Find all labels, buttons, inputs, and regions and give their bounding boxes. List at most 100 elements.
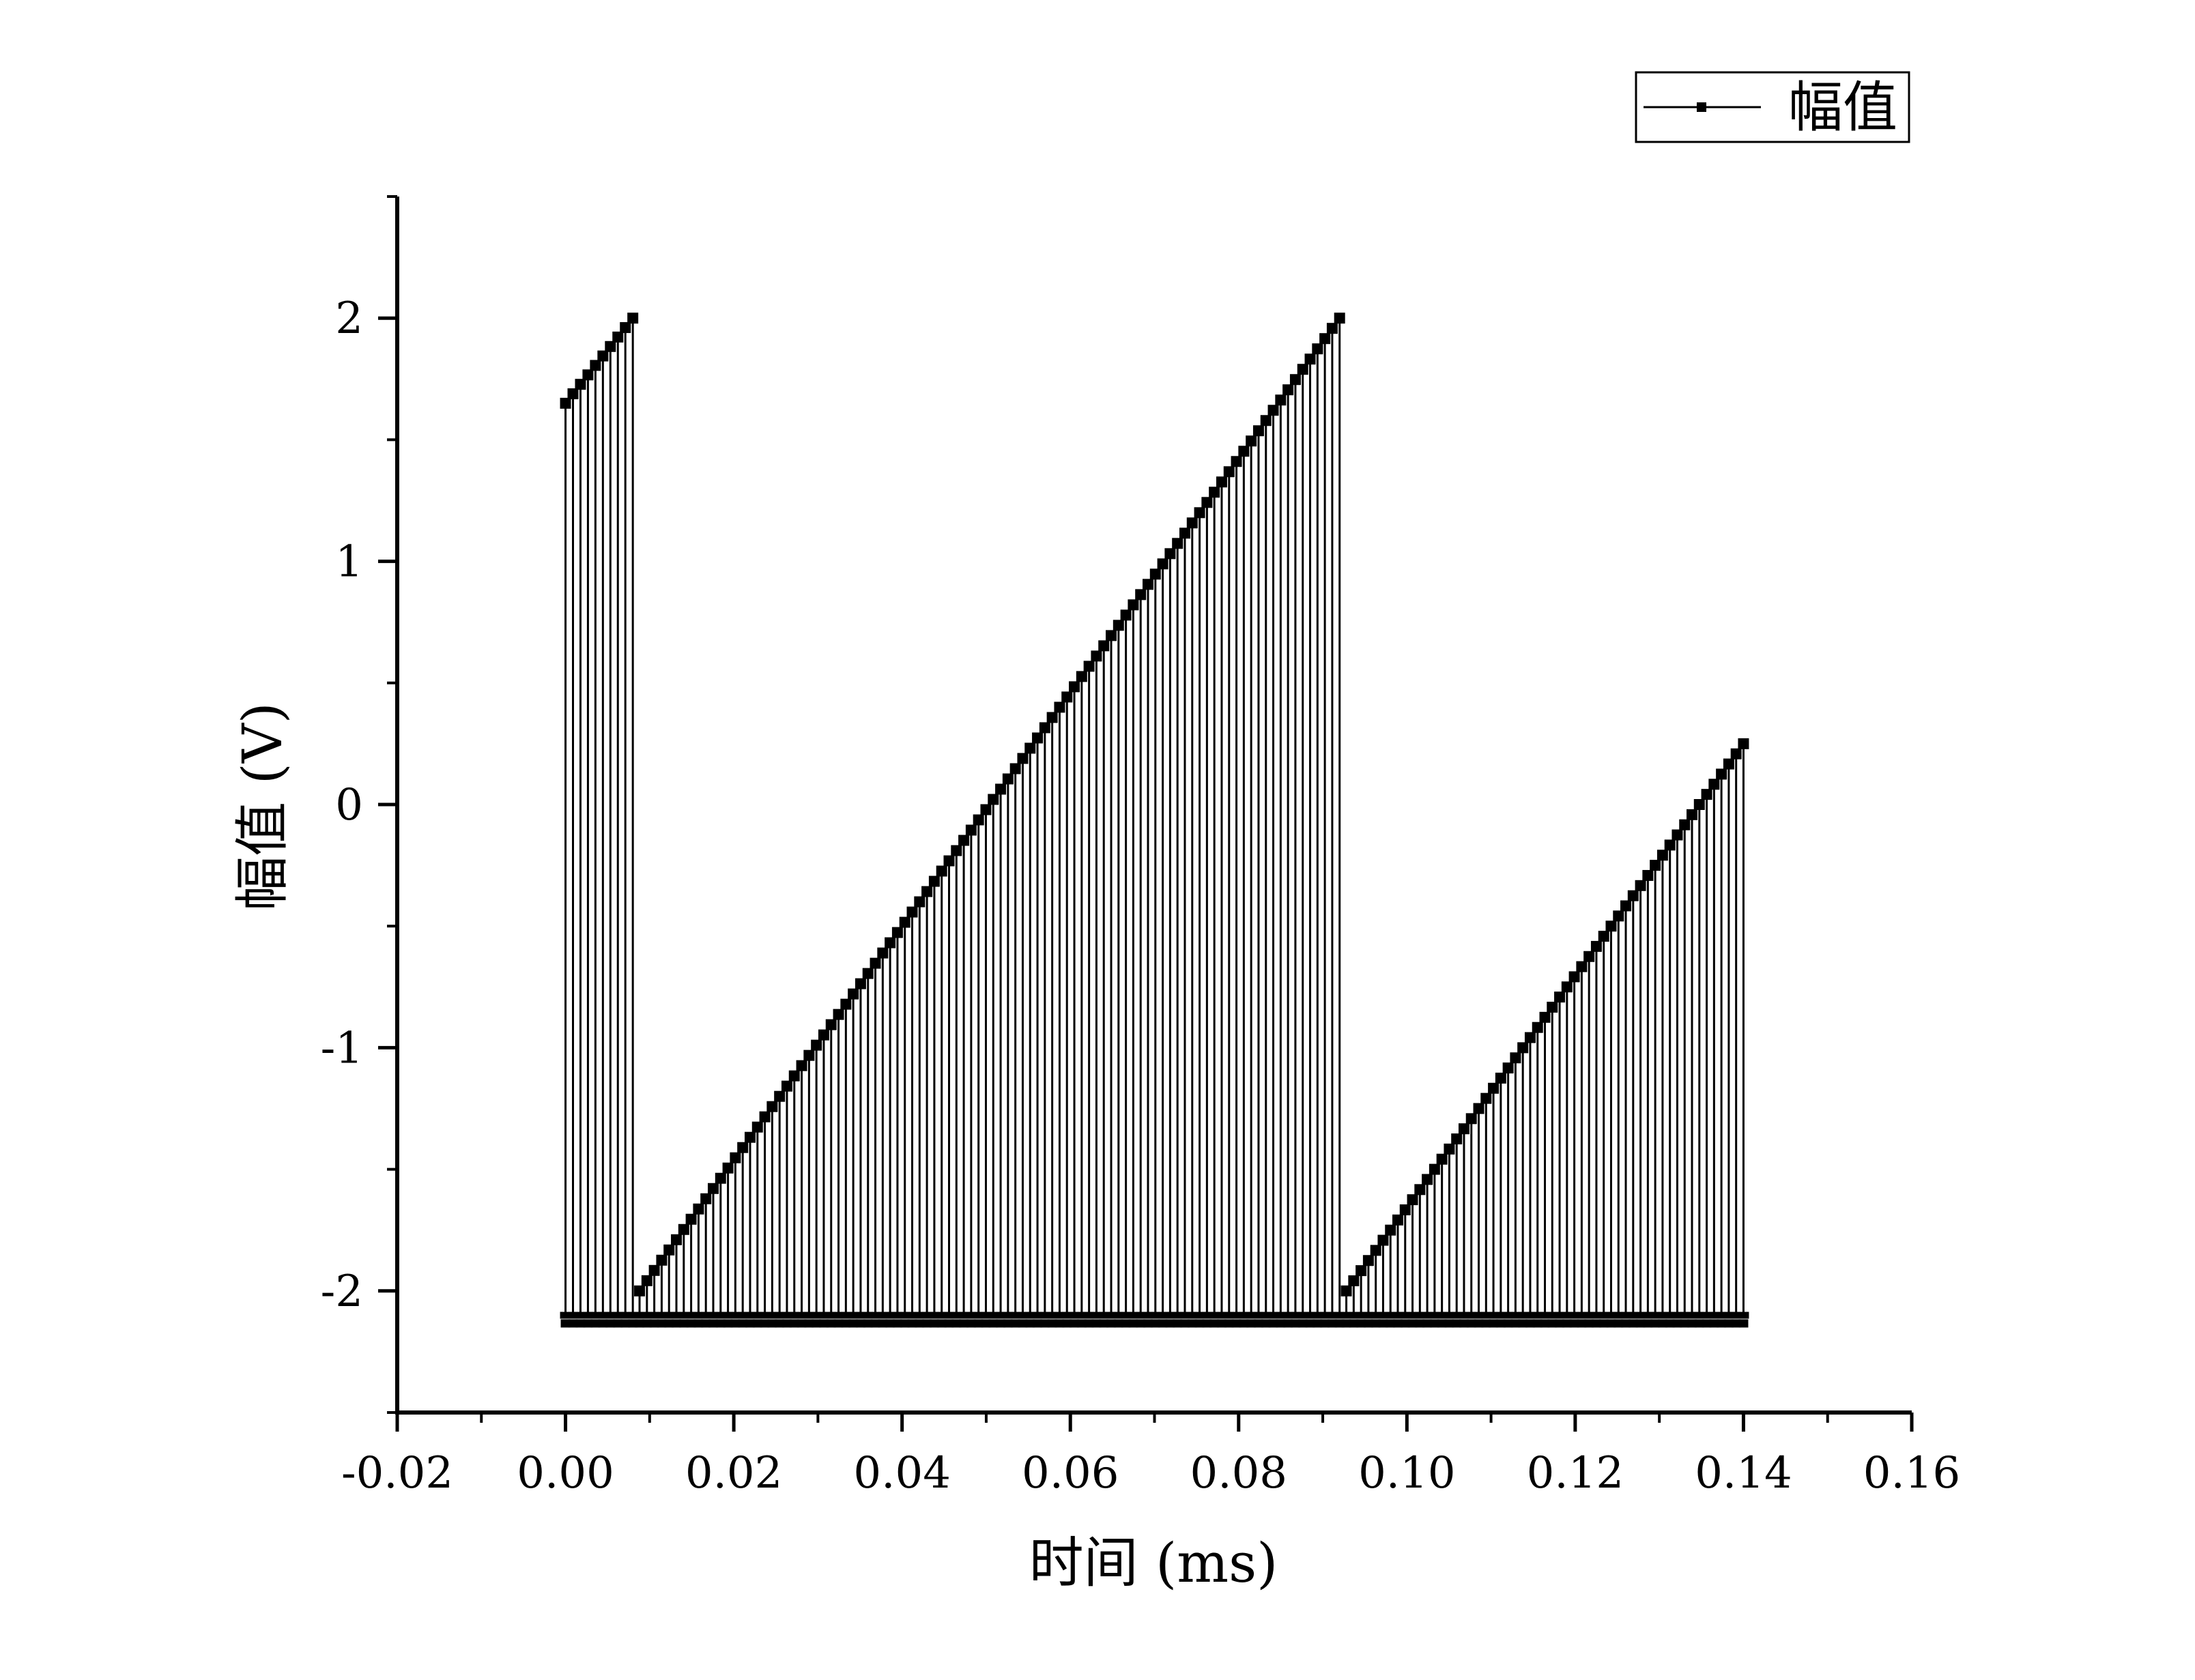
data-point-marker bbox=[1465, 1113, 1477, 1125]
x-tick-label: -0.02 bbox=[341, 1448, 453, 1498]
data-point-low-marker bbox=[1327, 1319, 1337, 1328]
data-point-marker bbox=[1414, 1184, 1426, 1196]
data-point-marker bbox=[612, 331, 624, 343]
data-point-low-marker bbox=[1371, 1319, 1381, 1328]
data-point-low-marker bbox=[1422, 1319, 1433, 1328]
data-point-low-marker bbox=[613, 1319, 623, 1328]
data-point-low-marker bbox=[672, 1319, 682, 1328]
data-point-marker bbox=[943, 855, 955, 867]
data-point-low-marker bbox=[892, 1319, 902, 1328]
plot-area bbox=[560, 313, 1749, 1328]
data-point-low-marker bbox=[767, 1319, 777, 1328]
data-point-marker bbox=[781, 1080, 792, 1092]
data-point-low-marker bbox=[870, 1319, 880, 1328]
data-point-marker bbox=[818, 1029, 829, 1041]
data-point-marker bbox=[951, 845, 962, 856]
data-point-low-marker bbox=[944, 1319, 954, 1328]
data-point-low-marker bbox=[1510, 1319, 1521, 1328]
data-point-low-marker bbox=[657, 1319, 667, 1328]
data-point-low-marker bbox=[686, 1319, 696, 1328]
x-tick-label: 0.08 bbox=[1190, 1448, 1288, 1498]
data-point-low-marker bbox=[730, 1319, 741, 1328]
data-point-low-marker bbox=[693, 1319, 704, 1328]
data-point-marker bbox=[906, 906, 918, 918]
data-point-marker bbox=[1209, 487, 1220, 498]
data-point-marker bbox=[870, 957, 881, 969]
y-tick-label: -1 bbox=[321, 1023, 363, 1073]
data-point-marker bbox=[1252, 425, 1264, 437]
data-point-marker bbox=[862, 968, 874, 979]
data-point-marker bbox=[1385, 1224, 1396, 1236]
x-tick-label: 0.00 bbox=[517, 1448, 614, 1498]
data-point-low-marker bbox=[996, 1319, 1006, 1328]
data-point-marker bbox=[1524, 1032, 1536, 1043]
data-point-marker bbox=[965, 824, 977, 836]
data-point-marker bbox=[1164, 548, 1176, 560]
data-point-marker bbox=[1024, 742, 1036, 754]
data-point-low-marker bbox=[1305, 1319, 1315, 1328]
data-point-low-marker bbox=[723, 1319, 733, 1328]
data-point-low-marker bbox=[1591, 1319, 1601, 1328]
data-point-low-marker bbox=[1400, 1319, 1410, 1328]
data-point-low-marker bbox=[708, 1319, 719, 1328]
data-point-marker bbox=[1267, 405, 1279, 416]
data-point-marker bbox=[656, 1254, 668, 1266]
x-tick-label: 0.14 bbox=[1695, 1448, 1792, 1498]
data-point-marker bbox=[1407, 1194, 1418, 1206]
data-point-marker bbox=[1539, 1011, 1551, 1023]
data-point-low-marker bbox=[959, 1319, 969, 1328]
data-point-low-marker bbox=[1635, 1319, 1646, 1328]
data-point-low-marker bbox=[1386, 1319, 1396, 1328]
y-tick-label: 0 bbox=[335, 780, 363, 830]
data-point-marker bbox=[1355, 1265, 1367, 1277]
data-point-low-marker bbox=[973, 1319, 984, 1328]
data-point-low-marker bbox=[1202, 1319, 1212, 1328]
data-point-low-marker bbox=[1452, 1319, 1462, 1328]
data-point-marker bbox=[1635, 880, 1646, 891]
data-point-marker bbox=[1687, 809, 1698, 820]
data-point-low-marker bbox=[1084, 1319, 1094, 1328]
data-point-low-marker bbox=[863, 1319, 873, 1328]
data-point-low-marker bbox=[1650, 1319, 1661, 1328]
data-point-low-marker bbox=[1209, 1319, 1220, 1328]
data-point-marker bbox=[1708, 779, 1720, 790]
data-point-marker bbox=[995, 783, 1007, 795]
data-point-low-marker bbox=[936, 1319, 947, 1328]
data-point-low-marker bbox=[878, 1319, 888, 1328]
data-point-low-marker bbox=[1039, 1319, 1050, 1328]
data-point-low-marker bbox=[752, 1319, 762, 1328]
data-point-low-marker bbox=[1694, 1319, 1704, 1328]
data-point-low-marker bbox=[841, 1319, 851, 1328]
data-point-marker bbox=[1605, 921, 1617, 932]
data-point-low-marker bbox=[1356, 1319, 1366, 1328]
data-point-low-marker bbox=[1194, 1319, 1205, 1328]
data-point-marker bbox=[1392, 1214, 1404, 1226]
data-point-low-marker bbox=[951, 1319, 962, 1328]
data-point-low-marker bbox=[1143, 1319, 1153, 1328]
x-tick-label: 0.16 bbox=[1863, 1448, 1961, 1498]
data-point-low-marker bbox=[1173, 1319, 1183, 1328]
data-point-low-marker bbox=[1312, 1319, 1323, 1328]
data-point-marker bbox=[1598, 931, 1609, 942]
x-tick-label: 0.06 bbox=[1022, 1448, 1119, 1498]
data-point-marker bbox=[1679, 819, 1691, 830]
data-point-low-marker bbox=[922, 1319, 932, 1328]
data-point-marker bbox=[1517, 1042, 1529, 1054]
data-point-marker bbox=[648, 1264, 660, 1276]
data-point-low-marker bbox=[620, 1319, 631, 1328]
data-point-low-marker bbox=[1680, 1319, 1690, 1328]
data-point-marker bbox=[1194, 507, 1205, 519]
y-tick-label: -2 bbox=[321, 1266, 363, 1317]
data-point-low-marker bbox=[701, 1319, 711, 1328]
data-point-low-marker bbox=[1106, 1319, 1117, 1328]
data-point-marker bbox=[1458, 1123, 1469, 1135]
data-point-marker bbox=[759, 1111, 771, 1123]
data-point-marker bbox=[1473, 1103, 1484, 1114]
data-point-marker bbox=[1238, 446, 1250, 457]
data-point-low-marker bbox=[1407, 1319, 1418, 1328]
y-tick-label: 2 bbox=[335, 293, 363, 344]
data-point-marker bbox=[1326, 323, 1338, 334]
data-point-low-marker bbox=[1268, 1319, 1278, 1328]
data-point-marker bbox=[1620, 900, 1632, 912]
data-point-low-marker bbox=[1702, 1319, 1712, 1328]
